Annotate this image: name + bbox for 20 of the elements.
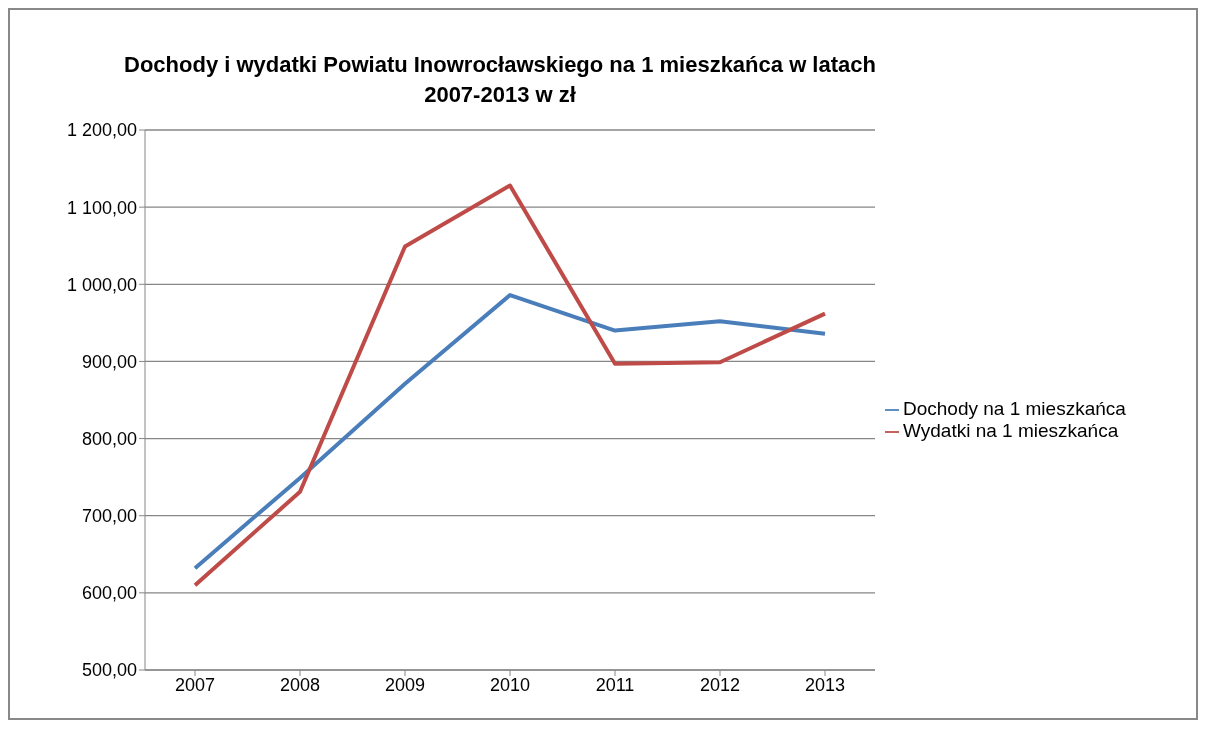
y-tick-label: 500,00 [81, 660, 137, 681]
x-tick-label: 2009 [384, 674, 426, 695]
y-tick-label: 1 200,00 [66, 120, 137, 141]
x-tick-label: 2007 [174, 674, 216, 695]
y-tick-label: 900,00 [81, 351, 137, 372]
x-tick-label: 2013 [804, 674, 846, 695]
y-tick-label: 600,00 [81, 583, 137, 604]
y-tick-label: 1 000,00 [66, 274, 137, 295]
legend-label: Dochody na 1 mieszkańca [903, 398, 1126, 419]
y-tick-label: 800,00 [81, 428, 137, 449]
x-tick-label: 2008 [279, 674, 321, 695]
y-tick-label: 700,00 [81, 506, 137, 527]
x-tick-label: 2011 [595, 674, 635, 695]
line-series [193, 293, 827, 571]
legend-label: Wydatki na 1 mieszkańca [903, 420, 1119, 441]
x-tick-label: 2010 [489, 674, 531, 695]
chart-title: Dochody i wydatki Powiatu Inowrocławskiego na 1 mieszkańca w latach 2007-2013 w zł [123, 51, 877, 109]
y-tick-label: 1 100,00 [66, 197, 137, 218]
line-series [193, 183, 827, 588]
x-tick-label: 2012 [699, 674, 741, 695]
